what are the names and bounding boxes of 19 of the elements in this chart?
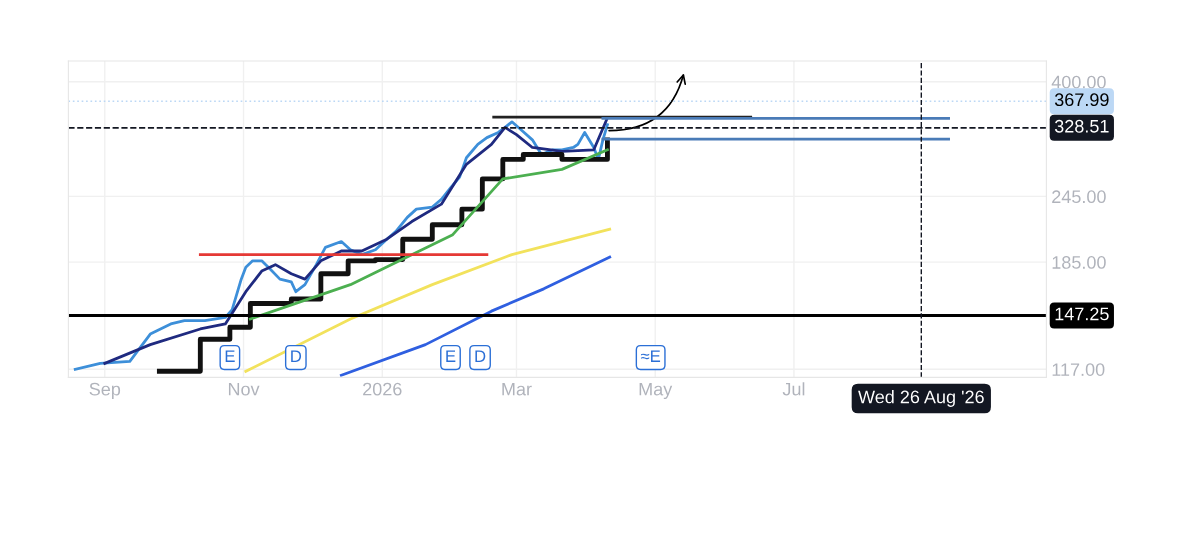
x-tick-label: 2026 [363,382,402,396]
annotation: D [475,350,486,362]
ref-line-label: 147.25 [1055,307,1109,321]
annotation: E [446,350,456,362]
x-tick-label: May [639,382,673,400]
y-tick-label: 185.00 [1052,256,1106,269]
x-tick-label: Sep [89,382,121,400]
y-tick-label: 245.00 [1052,190,1106,204]
annotation: E [225,350,235,362]
annotation: ≈E [640,350,661,362]
annotation: D [291,350,302,362]
ref-line-label: Wed 26 Aug '26 [858,390,984,407]
y-tick-label: 400.00 [1051,75,1106,89]
ref-line-label: 328.51 [1054,119,1109,133]
ref-line-label: 367.99 [1054,93,1109,107]
y-tick-label: 117.00 [1052,363,1105,376]
x-tick-label: Jul [782,382,805,396]
x-tick-label: Mar [502,382,532,396]
x-tick-label: Nov [228,382,260,396]
